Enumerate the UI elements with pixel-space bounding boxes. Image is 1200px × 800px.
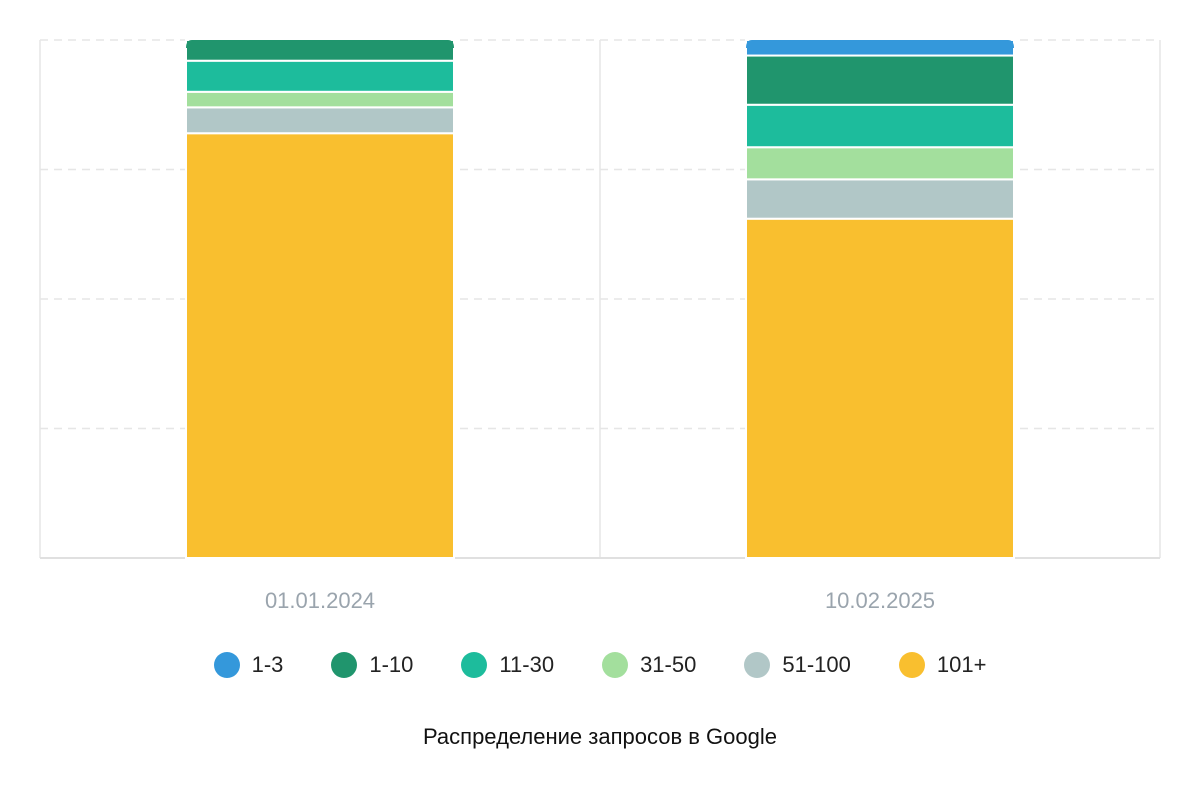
- legend-item[interactable]: 101+: [898, 652, 987, 678]
- legend-label: 31-50: [640, 652, 697, 677]
- bar-segment-31-50: [745, 146, 1015, 181]
- legend-swatch: [213, 652, 240, 678]
- x-tick-label: 10.02.2025: [825, 588, 935, 613]
- legend-swatch: [744, 652, 771, 678]
- legend-item[interactable]: 1-3: [213, 652, 284, 678]
- bar-top-cap: [186, 40, 454, 48]
- bar-segment-101+: [185, 132, 455, 560]
- legend-item[interactable]: 11-30: [461, 652, 554, 678]
- legend-swatch: [331, 652, 358, 678]
- legend-label: 1-3: [251, 652, 284, 677]
- bar-top-cap: [746, 40, 1014, 48]
- legend-label: 51-100: [782, 652, 851, 677]
- legend-item[interactable]: 31-50: [602, 652, 696, 678]
- bar-segment-101+: [745, 217, 1015, 560]
- legend-item[interactable]: 1-10: [331, 652, 413, 678]
- legend-swatch: [898, 652, 925, 678]
- stacked-bar-chart: 01.01.2024 10.02.2025: [39, 39, 1161, 613]
- bar-segment-1-10: [745, 54, 1015, 106]
- legend-swatch: [602, 652, 629, 678]
- legend-label: 101+: [936, 652, 987, 677]
- chart-title: Распределение запросов в Google: [422, 724, 777, 749]
- bar-segment-11-30: [185, 59, 455, 93]
- bar-segment-51-100: [185, 106, 455, 135]
- legend-label: 1-10: [369, 652, 414, 677]
- x-tick-label: 01.01.2024: [265, 588, 375, 613]
- bar-segment-31-50: [185, 90, 455, 109]
- legend-item[interactable]: 51-100: [744, 652, 851, 678]
- legend: 1-3 1-10 11-30 31-50 51-100 101+: [0, 652, 1200, 678]
- legend-swatch: [461, 652, 488, 678]
- bar-segment-51-100: [745, 178, 1015, 220]
- bar-segment-11-30: [745, 103, 1015, 149]
- legend-label: 11-30: [499, 652, 555, 677]
